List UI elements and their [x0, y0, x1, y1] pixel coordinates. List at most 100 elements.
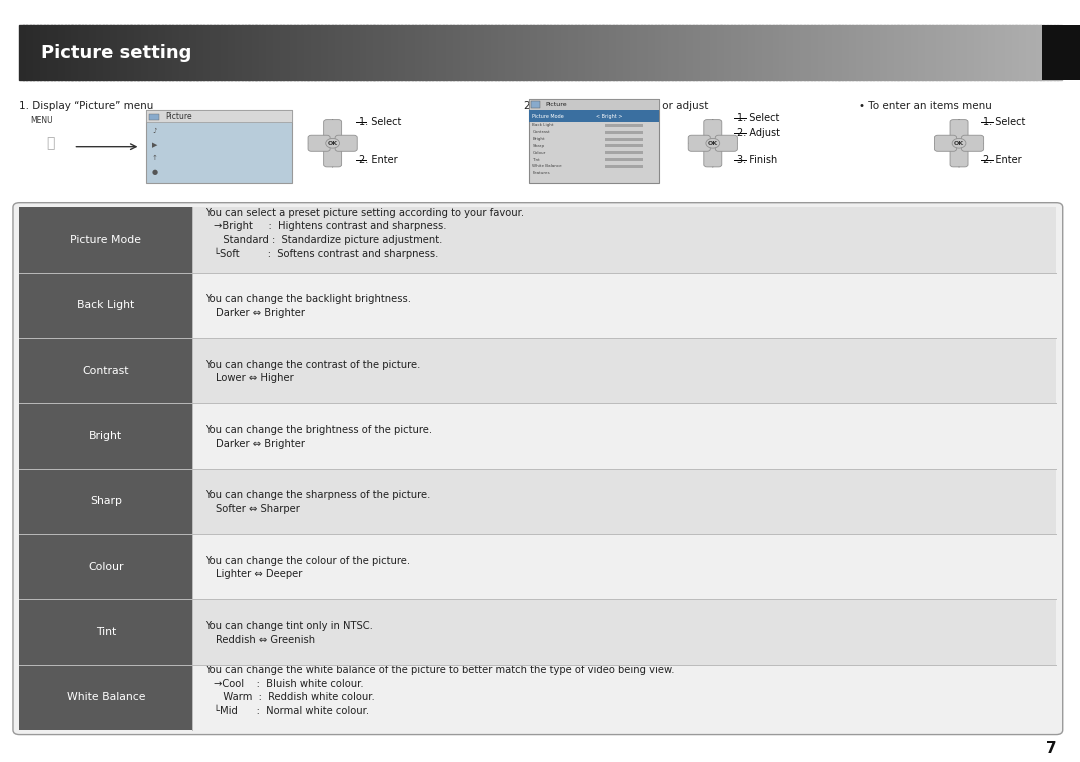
Text: Picture: Picture — [545, 102, 567, 107]
Bar — [901, 25, 905, 80]
Bar — [529, 99, 659, 183]
Bar — [54, 25, 58, 80]
Text: You can change the sharpness of the picture.: You can change the sharpness of the pict… — [205, 490, 431, 500]
Circle shape — [326, 139, 339, 148]
FancyBboxPatch shape — [13, 203, 1063, 735]
Text: OK: OK — [954, 141, 964, 146]
Bar — [998, 25, 1002, 80]
Bar — [1037, 25, 1041, 80]
Bar — [454, 25, 458, 80]
Text: Sharp: Sharp — [90, 496, 122, 506]
Bar — [23, 25, 27, 80]
Bar — [551, 25, 555, 80]
Bar — [529, 99, 659, 110]
Bar — [183, 25, 187, 80]
Bar — [738, 25, 742, 80]
Bar — [915, 25, 919, 80]
Bar — [273, 25, 278, 80]
Text: Darker ⇔ Brighter: Darker ⇔ Brighter — [216, 308, 305, 318]
Bar — [33, 25, 38, 80]
Bar — [96, 25, 100, 80]
Bar — [904, 25, 909, 80]
Bar — [19, 469, 1056, 534]
Bar — [217, 25, 221, 80]
Text: Lighter ⇔ Deeper: Lighter ⇔ Deeper — [216, 569, 302, 579]
Bar — [877, 25, 881, 80]
Bar — [19, 534, 1056, 599]
Bar — [873, 25, 878, 80]
Bar — [162, 25, 166, 80]
Bar — [852, 25, 856, 80]
Text: └Mid      :  Normal white colour.: └Mid : Normal white colour. — [214, 706, 369, 716]
Bar — [675, 25, 680, 80]
Bar — [328, 25, 333, 80]
Bar — [546, 25, 552, 80]
Bar — [19, 25, 24, 80]
Bar — [1050, 25, 1055, 80]
Bar — [352, 25, 357, 80]
Text: OK: OK — [327, 141, 338, 146]
Bar — [103, 25, 107, 80]
Bar — [488, 25, 492, 80]
Bar — [977, 25, 982, 80]
Bar — [37, 25, 41, 80]
Bar — [318, 25, 323, 80]
Bar — [807, 25, 812, 80]
Bar — [92, 25, 97, 80]
Bar — [113, 25, 118, 80]
Bar — [526, 25, 530, 80]
Circle shape — [953, 139, 966, 148]
Text: 7: 7 — [1045, 741, 1056, 756]
Bar — [995, 25, 999, 80]
Text: ✋: ✋ — [46, 136, 55, 150]
Bar — [460, 25, 464, 80]
Bar — [949, 25, 954, 80]
Bar — [19, 664, 192, 730]
Bar — [804, 25, 808, 80]
Bar — [1015, 25, 1020, 80]
Bar — [531, 101, 540, 108]
Bar — [855, 25, 861, 80]
Bar — [207, 25, 212, 80]
Bar — [984, 25, 989, 80]
Bar — [814, 25, 819, 80]
Bar — [540, 25, 544, 80]
Bar — [811, 25, 815, 80]
Text: 1. Select: 1. Select — [359, 117, 401, 127]
Bar — [40, 25, 44, 80]
Bar — [745, 25, 750, 80]
FancyBboxPatch shape — [950, 147, 968, 167]
Bar — [794, 25, 798, 80]
Bar — [669, 25, 673, 80]
Bar — [534, 25, 538, 80]
Bar — [946, 25, 950, 80]
Bar — [19, 338, 1056, 403]
Bar — [1005, 25, 1010, 80]
Bar — [752, 25, 756, 80]
Bar — [838, 25, 843, 80]
Bar — [146, 110, 292, 183]
Text: You can change tint only in NTSC.: You can change tint only in NTSC. — [205, 621, 373, 631]
Bar — [419, 25, 423, 80]
Bar — [974, 25, 978, 80]
Text: 1. Select: 1. Select — [983, 117, 1025, 127]
FancyBboxPatch shape — [308, 135, 330, 152]
Bar — [683, 25, 687, 80]
Bar — [894, 25, 899, 80]
Bar — [405, 25, 409, 80]
Bar — [846, 25, 850, 80]
Bar — [717, 25, 721, 80]
Bar — [411, 25, 416, 80]
Text: Sharp: Sharp — [532, 144, 544, 148]
Bar — [631, 25, 635, 80]
Bar — [800, 25, 805, 80]
Text: You can change the backlight brightness.: You can change the backlight brightness. — [205, 294, 411, 304]
Bar — [311, 25, 315, 80]
Text: →Cool    :  Bluish white colour.: →Cool : Bluish white colour. — [214, 679, 364, 689]
Bar — [370, 25, 375, 80]
Bar — [266, 25, 270, 80]
Text: Bright: Bright — [532, 137, 545, 141]
Bar — [766, 25, 770, 80]
Bar — [349, 25, 353, 80]
Bar — [286, 25, 292, 80]
